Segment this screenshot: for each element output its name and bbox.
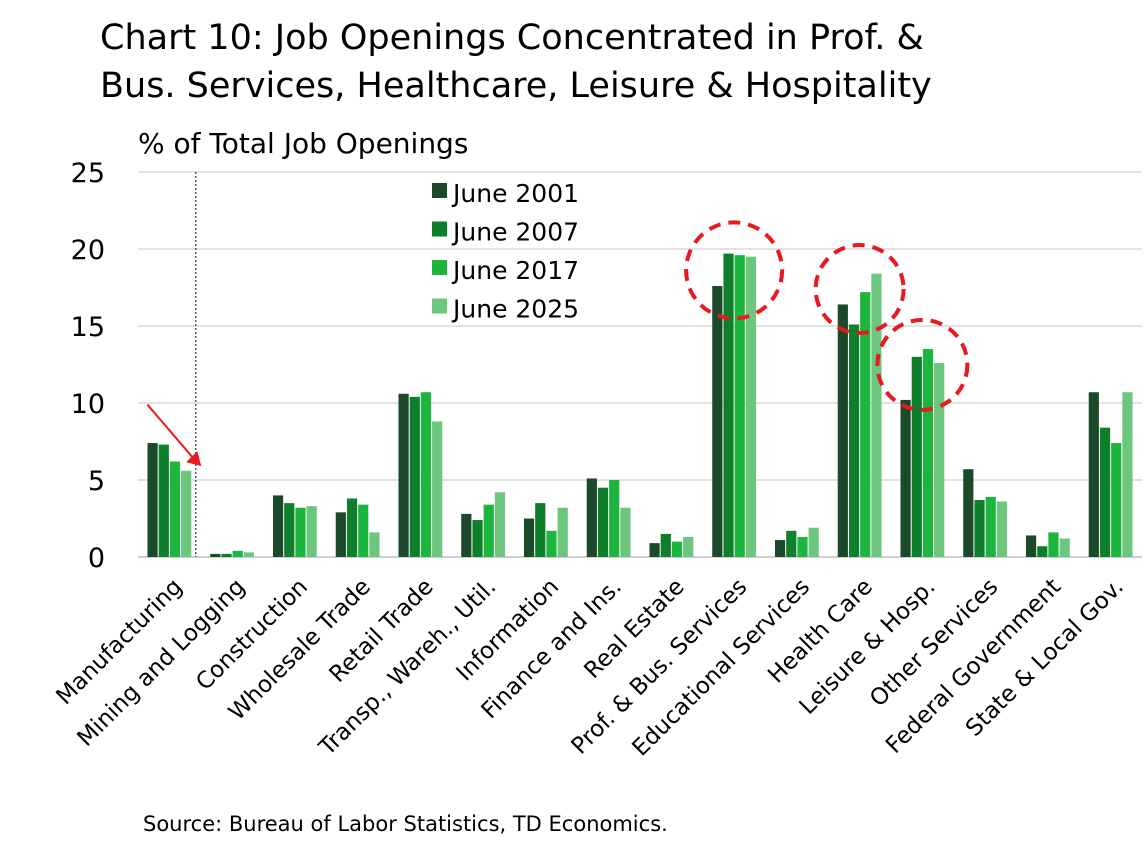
bar-health-care-june-2025 <box>871 273 882 557</box>
bar-real-estate-june-2007 <box>660 533 671 557</box>
bar-federal-government-june-2017 <box>1048 532 1059 557</box>
bar-prof-bus-services-june-2025 <box>745 256 757 557</box>
bar-retail-trade-june-2001 <box>398 393 409 557</box>
legend-label: June 2017 <box>451 256 579 285</box>
legend-swatch <box>432 298 447 314</box>
legend-label: June 2007 <box>451 218 579 247</box>
bar-health-care-june-2017 <box>860 292 871 557</box>
bar-information-june-2001 <box>523 518 535 557</box>
bar-health-care-june-2007 <box>848 324 860 557</box>
bar-federal-government-june-2007 <box>1037 546 1048 557</box>
highlight-circle-health-care <box>813 243 906 336</box>
bar-transp-wareh-util-june-2025 <box>494 492 506 557</box>
bar-leisure-hosp-june-2007 <box>911 356 922 557</box>
bar-leisure-hosp-june-2017 <box>922 349 934 557</box>
bar-prof-bus-services-june-2007 <box>723 253 734 557</box>
highlight-circle-leisure-hosp <box>875 317 970 412</box>
bar-retail-trade-june-2007 <box>409 396 420 557</box>
bar-real-estate-june-2017 <box>671 541 683 557</box>
bar-mining-and-logging-june-2025 <box>243 552 255 557</box>
y-tick-label: 20 <box>71 235 105 266</box>
chart-title-line-2: Bus. Services, Healthcare, Leisure & Hos… <box>100 66 932 106</box>
bar-finance-and-ins-june-2001 <box>586 478 597 557</box>
bar-wholesale-trade-june-2025 <box>369 532 380 557</box>
bar-state-local-gov-june-2007 <box>1099 427 1111 557</box>
y-tick-label: 15 <box>71 312 105 343</box>
annotations <box>146 220 970 467</box>
bar-construction-june-2007 <box>284 503 295 557</box>
bar-educational-services-june-2025 <box>808 527 819 557</box>
bar-educational-services-june-2017 <box>797 536 808 557</box>
bar-other-services-june-2001 <box>963 469 974 557</box>
bar-wholesale-trade-june-2001 <box>335 512 346 557</box>
bars <box>147 253 1133 557</box>
bar-state-local-gov-june-2017 <box>1111 443 1122 557</box>
bar-mining-and-logging-june-2007 <box>221 553 232 557</box>
source-note: Source: Bureau of Labor Statistics, TD E… <box>143 812 668 836</box>
bar-mining-and-logging-june-2017 <box>232 550 243 557</box>
bar-state-local-gov-june-2025 <box>1122 392 1133 557</box>
bar-transp-wareh-util-june-2017 <box>483 504 494 557</box>
y-axis-label: % of Total Job Openings <box>138 127 468 160</box>
chart-title: Chart 10: Job Openings Concentrated in P… <box>100 14 1120 110</box>
bar-educational-services-june-2007 <box>786 530 797 557</box>
bar-mining-and-logging-june-2001 <box>210 553 221 557</box>
legend-label: June 2001 <box>451 179 579 208</box>
y-axis-ticks: 0 5 10 15 20 25 <box>71 158 105 574</box>
bar-retail-trade-june-2025 <box>432 421 443 557</box>
bar-finance-and-ins-june-2025 <box>620 507 631 557</box>
y-tick-label: 0 <box>88 543 105 574</box>
bar-manufacturing-june-2007 <box>158 444 169 557</box>
bar-transp-wareh-util-june-2007 <box>472 520 483 557</box>
bar-construction-june-2017 <box>295 507 306 557</box>
bar-other-services-june-2007 <box>974 500 985 557</box>
bar-leisure-hosp-june-2025 <box>934 362 945 557</box>
legend: June 2001 June 2007 June 2017 June 2025 <box>432 179 579 324</box>
bar-prof-bus-services-june-2017 <box>734 255 745 557</box>
bar-wholesale-trade-june-2007 <box>346 498 358 557</box>
legend-swatch <box>432 260 447 275</box>
bar-real-estate-june-2025 <box>683 536 694 557</box>
bar-federal-government-june-2025 <box>1059 538 1070 557</box>
bar-leisure-hosp-june-2001 <box>900 399 911 557</box>
highlight-circle-prof-bus-services <box>684 220 785 321</box>
bar-transp-wareh-util-june-2001 <box>461 513 472 557</box>
bar-educational-services-june-2001 <box>774 540 786 557</box>
y-tick-label: 25 <box>71 158 105 189</box>
bar-information-june-2017 <box>546 530 557 557</box>
bar-information-june-2007 <box>535 503 546 557</box>
arrow-shaft <box>146 403 195 459</box>
legend-swatch <box>432 183 447 198</box>
bar-other-services-june-2017 <box>985 496 996 557</box>
bar-information-june-2025 <box>557 507 568 557</box>
x-tick-label: Construction <box>191 574 313 696</box>
bar-other-services-june-2025 <box>996 501 1008 557</box>
bar-construction-june-2001 <box>272 495 284 557</box>
legend-label: June 2025 <box>451 295 579 324</box>
bar-finance-and-ins-june-2017 <box>609 480 620 557</box>
bar-manufacturing-june-2017 <box>169 461 181 557</box>
bar-manufacturing-june-2025 <box>181 470 192 557</box>
bar-state-local-gov-june-2001 <box>1088 392 1099 557</box>
y-tick-label: 5 <box>88 466 105 497</box>
bar-wholesale-trade-june-2017 <box>358 504 369 557</box>
bar-health-care-june-2001 <box>837 304 848 557</box>
bar-construction-june-2025 <box>306 506 317 557</box>
bar-prof-bus-services-june-2001 <box>712 285 723 557</box>
chart-title-line-1: Chart 10: Job Openings Concentrated in P… <box>100 18 924 58</box>
arrow-head <box>186 451 202 467</box>
bar-retail-trade-june-2017 <box>420 392 432 557</box>
bar-manufacturing-june-2001 <box>147 443 158 557</box>
y-tick-label: 10 <box>71 389 105 420</box>
legend-swatch <box>432 221 447 237</box>
bar-real-estate-june-2001 <box>649 543 660 557</box>
bar-finance-and-ins-june-2007 <box>597 487 609 557</box>
bar-federal-government-june-2001 <box>1025 535 1037 557</box>
